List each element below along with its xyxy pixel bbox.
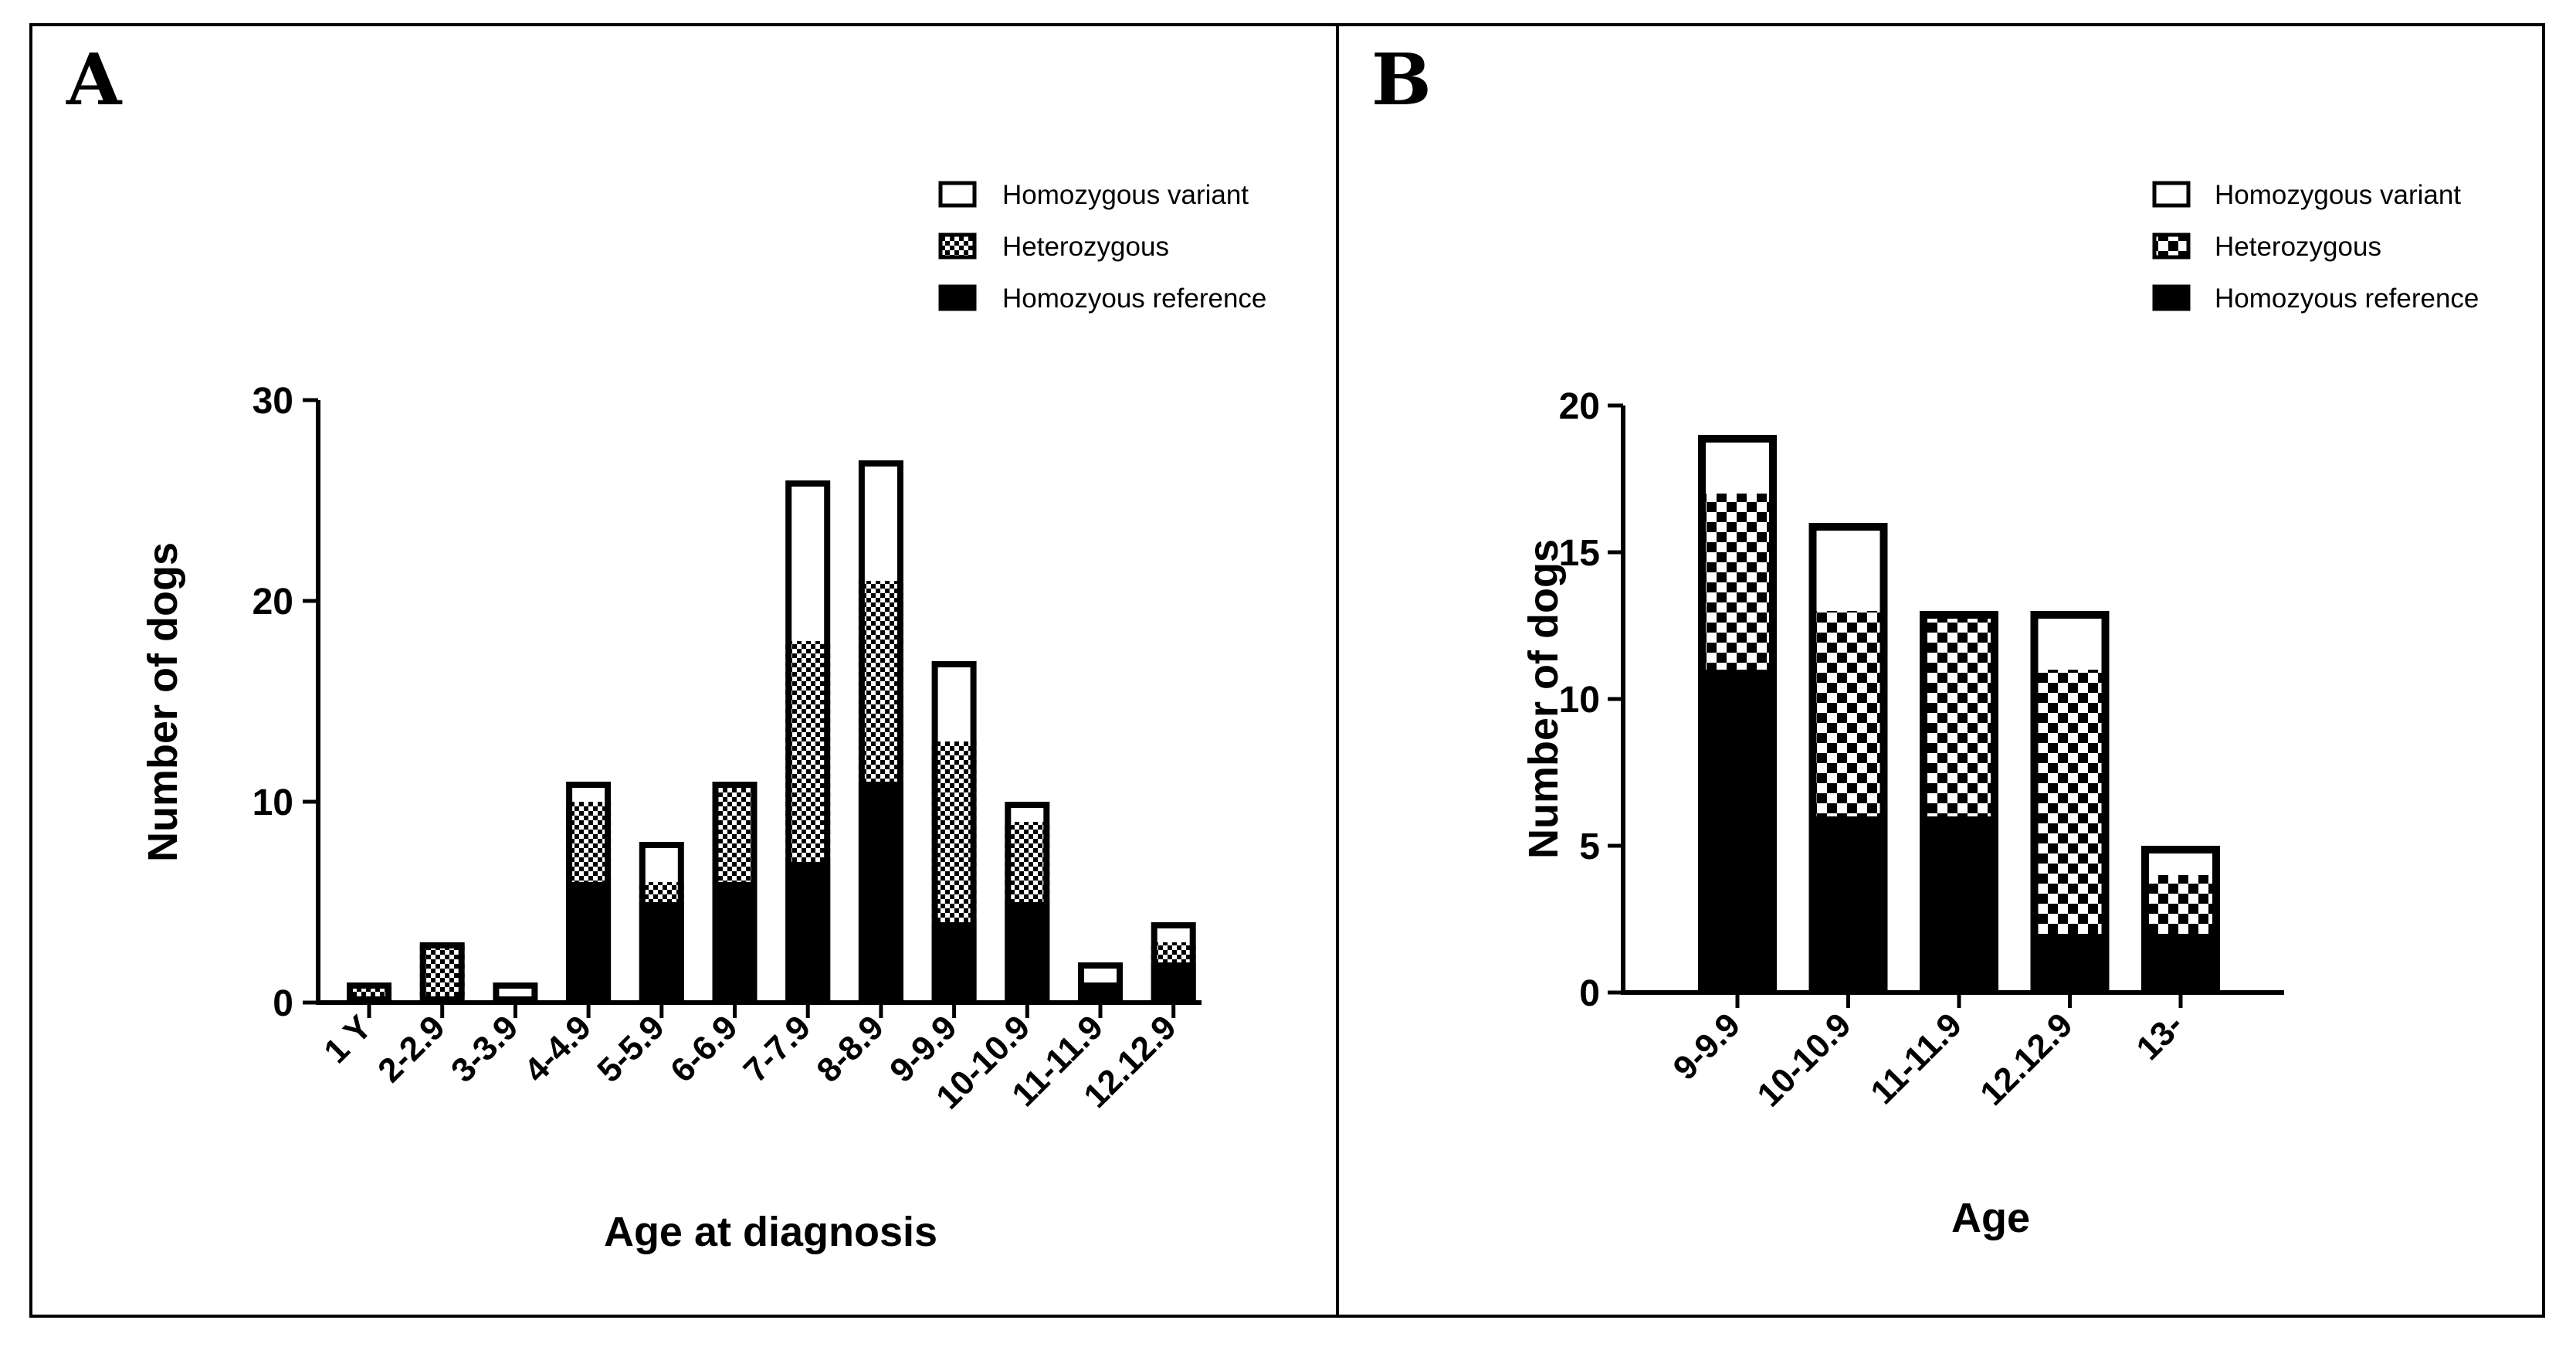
bar-segment-homozygous-variant-7-7-9 [785, 480, 831, 641]
legend-swatch-heterozygous [938, 232, 977, 260]
bar-segment-heterozygous-11-11-9 [1920, 611, 1998, 816]
bar-segment-homozyous-reference-8-8-9 [858, 782, 903, 1003]
legend-label-homozygous-reference: Homozyous reference [1002, 283, 1266, 314]
panel-a-letter: A [66, 38, 123, 121]
bar-segment-heterozygous-12-12-9 [2030, 670, 2110, 934]
y-tick-label-0: 0 [1579, 973, 1600, 1014]
y-tick-label-20: 20 [253, 582, 293, 623]
bar-segment-homozygous-variant-9-9-9 [931, 661, 977, 741]
x-tick-label-8-8-9: 8-8.9 [809, 1008, 891, 1090]
chart-a: 1 Y2-2.93-3.94-4.95-5.96-6.97-7.98-8.99-… [140, 381, 1202, 1255]
panel-a-frame [29, 23, 1339, 1318]
bar-outline-1-y [347, 982, 391, 1003]
bar-outline-12-12-9 [1151, 922, 1196, 1003]
panel-a-legend: Homozygous variant Heterozygous Homozyou… [938, 180, 1266, 314]
bar-outline-9-9-9 [931, 661, 977, 1003]
bar-outline-11-11-9 [1078, 962, 1123, 1003]
bar-segment-homozygous-variant-5-5-9 [639, 842, 684, 882]
bar-segment-homozygous-variant-8-8-9 [858, 460, 903, 581]
bar-segment-heterozygous-12-12-9 [1151, 942, 1196, 962]
bar-segment-homozyous-reference-5-5-9 [639, 902, 684, 1003]
bar-outline-8-8-9 [858, 460, 903, 1003]
bar-outline-3-3-9 [493, 982, 538, 1003]
legend-label-homozygous-variant: Homozygous variant [1002, 180, 1249, 210]
bar-outline-6-6-9 [712, 782, 758, 1003]
y-tick-label-10: 10 [253, 782, 293, 823]
bar-outline-12-12-9 [2030, 611, 2110, 993]
x-tick-label-6-6-9: 6-6.9 [663, 1008, 745, 1090]
x-axis-title: Age at diagnosis [604, 1209, 937, 1255]
legend-label-heterozygous: Heterozygous [1002, 232, 1169, 262]
x-tick-label-12-12-9: 12.12.9 [1973, 1006, 2079, 1112]
x-tick-label-10-10-9: 10-10.9 [1750, 1006, 1858, 1114]
y-tick-label-20: 20 [1559, 386, 1600, 427]
panel-b-legend: Homozygous variant Heterozygous Homozyou… [2152, 180, 2479, 314]
bar-segment-heterozygous-4-4-9 [566, 802, 612, 882]
panel-b-frame [1336, 23, 2545, 1318]
bar-segment-heterozygous-10-10-9 [1005, 822, 1050, 902]
bar-segment-heterozygous-8-8-9 [858, 581, 903, 782]
panel-b-letter: B [1371, 38, 1432, 121]
legend-swatch-heterozygous [2152, 232, 2191, 260]
bar-outline-13 [2141, 846, 2220, 993]
legend-label-homozygous-variant: Homozygous variant [2215, 180, 2461, 210]
bar-segment-homozyous-reference-9-9-9 [1698, 670, 1777, 993]
y-axis-title: Number of dogs [1520, 539, 1567, 859]
bar-segment-homozyous-reference-7-7-9 [785, 862, 831, 1003]
bar-segment-homozyous-reference-10-10-9 [1808, 816, 1888, 993]
bar-segment-homozyous-reference-13 [2141, 934, 2220, 993]
bar-segment-heterozygous-10-10-9 [1808, 611, 1888, 816]
bar-segment-heterozygous-13 [2141, 875, 2220, 934]
bar-segment-homozyous-reference-9-9-9 [931, 922, 977, 1003]
legend-label-heterozygous: Heterozygous [2215, 232, 2381, 262]
bar-outline-7-7-9 [785, 480, 831, 1003]
bar-segment-heterozygous-7-7-9 [785, 641, 831, 862]
legend-swatch-homozygous-variant [2152, 181, 2191, 208]
bar-segment-homozyous-reference-6-6-9 [712, 882, 758, 1003]
bar-outline-10-10-9 [1005, 802, 1050, 1003]
legend-swatch-homozygous-reference [938, 284, 977, 311]
bar-segment-homozygous-variant-12-12-9 [2030, 611, 2110, 670]
chart-b: 9-9.9 10-10.9 11-11.9 12.12.9 13- 0 5 10 15 20 Age… [1520, 386, 2284, 1241]
y-tick-label-30: 30 [253, 381, 293, 422]
bar-outline-5-5-9 [639, 842, 684, 1003]
bar-outline-9-9-9 [1698, 435, 1777, 993]
bar-segment-homozyous-reference-11-11-9 [1920, 816, 1998, 993]
legend-swatch-homozygous-reference [2152, 284, 2191, 311]
bar-outline-11-11-9 [1920, 611, 1998, 993]
bar-outline-2-2-9 [419, 942, 465, 1003]
x-tick-label-9-9-9: 9-9.9 [1666, 1006, 1748, 1088]
y-axis-title: Number of dogs [140, 542, 186, 862]
bar-segment-heterozygous-6-6-9 [712, 782, 758, 882]
bar-segment-homozyous-reference-12-12-9 [2030, 934, 2110, 993]
bar-segment-heterozygous-9-9-9 [931, 741, 977, 922]
bar-segment-heterozygous-2-2-9 [419, 942, 465, 1003]
bar-outline-10-10-9 [1808, 523, 1888, 993]
bar-segment-heterozygous-5-5-9 [639, 882, 684, 902]
y-tick-label-0: 0 [273, 983, 293, 1024]
legend-label-homozygous-reference: Homozyous reference [2215, 283, 2479, 314]
x-tick-label-7-7-9: 7-7.9 [737, 1008, 819, 1090]
bar-segment-homozyous-reference-4-4-9 [566, 882, 612, 1003]
legend-swatch-homozygous-variant [938, 181, 977, 208]
y-tick-label-10: 10 [1559, 680, 1600, 721]
bar-segment-heterozygous-9-9-9 [1698, 494, 1777, 670]
y-tick-label-15: 15 [1559, 533, 1600, 574]
bar-outline-4-4-9 [566, 782, 612, 1003]
x-tick-label-5-5-9: 5-5.9 [590, 1008, 672, 1090]
x-tick-label-4-4-9: 4-4.9 [517, 1008, 599, 1090]
x-tick-label-3-3-9: 3-3.9 [444, 1008, 526, 1090]
x-tick-label-11-11-9: 11-11.9 [1863, 1006, 1969, 1111]
bar-segment-homozygous-variant-10-10-9 [1808, 523, 1888, 611]
x-axis-title: Age [1951, 1195, 2030, 1241]
bar-segment-homozyous-reference-10-10-9 [1005, 902, 1050, 1003]
bar-segment-homozygous-variant-9-9-9 [1698, 435, 1777, 494]
y-tick-label-5: 5 [1579, 826, 1600, 867]
x-tick-label-13: 13- [2129, 1006, 2191, 1067]
x-tick-label-2-2-9: 2-2.9 [371, 1008, 452, 1090]
bar-segment-homozyous-reference-12-12-9 [1151, 962, 1196, 1003]
